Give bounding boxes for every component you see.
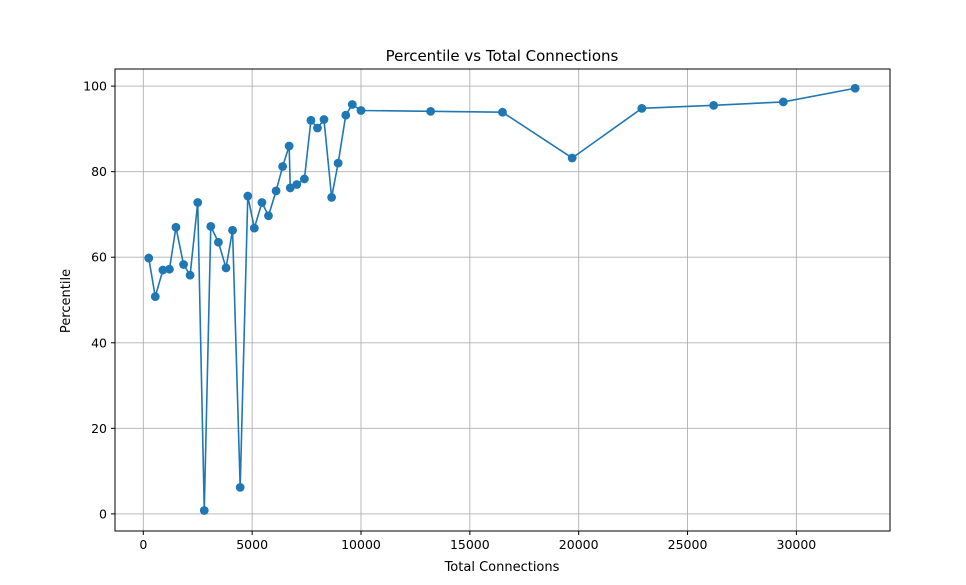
data-point — [850, 83, 860, 93]
plot-frame — [114, 68, 891, 532]
y-tick-label: 80 — [91, 164, 107, 179]
data-point — [284, 141, 294, 151]
data-point — [637, 103, 647, 113]
data-point — [206, 222, 216, 231]
x-tick-label: 30000 — [777, 537, 817, 552]
data-point — [150, 292, 160, 301]
data-point — [243, 191, 253, 201]
x-tick-label: 0 — [139, 537, 147, 552]
data-point — [306, 115, 316, 125]
y-tick-label: 100 — [83, 79, 107, 94]
x-tick-label: 10000 — [341, 537, 381, 552]
data-point — [333, 158, 343, 168]
data-point — [165, 264, 174, 274]
x-axis-ticks: 0 5000 10000 15000 20000 25000 30000 — [139, 531, 816, 552]
data-point — [228, 225, 237, 235]
data-point — [709, 100, 719, 110]
data-point — [235, 482, 245, 492]
data-point — [292, 180, 302, 189]
data-point — [158, 265, 168, 275]
data-point — [567, 153, 577, 163]
data-point — [185, 270, 195, 280]
data-point — [327, 192, 337, 202]
data-point — [356, 106, 366, 115]
y-axis-label: Percentile — [59, 269, 74, 333]
data-point — [144, 253, 154, 263]
data-point — [249, 223, 259, 233]
data-point — [221, 263, 231, 273]
data-point — [341, 110, 351, 120]
data-point — [214, 237, 223, 247]
data-point — [285, 183, 295, 193]
x-axis-label: Total Connections — [444, 560, 560, 575]
data-point — [179, 260, 188, 269]
data-point — [193, 198, 203, 207]
data-point — [171, 222, 181, 232]
x-tick-label: 20000 — [559, 537, 599, 552]
y-tick-label: 20 — [91, 421, 107, 436]
x-tick-label: 15000 — [450, 537, 490, 552]
y-tick-label: 40 — [91, 335, 107, 350]
data-points — [144, 83, 860, 515]
data-point — [498, 107, 507, 117]
y-tick-label: 60 — [91, 250, 107, 265]
x-tick-label: 25000 — [668, 537, 708, 552]
series-0-line — [147, 87, 856, 512]
data-point — [319, 115, 329, 124]
y-tick-label: 0 — [99, 506, 107, 521]
series-line — [147, 87, 856, 512]
data-point — [264, 211, 273, 221]
x-tick-label: 5000 — [236, 537, 268, 552]
data-point — [778, 97, 788, 107]
data-point — [257, 198, 267, 207]
data-point — [299, 174, 309, 184]
data-point — [426, 106, 436, 116]
data-point — [313, 123, 322, 133]
y-axis-ticks: 0 20 40 60 80 100 — [83, 79, 115, 521]
data-point — [278, 162, 288, 171]
data-point — [271, 186, 281, 196]
data-point — [347, 100, 357, 109]
data-point — [199, 506, 209, 515]
grid-lines — [115, 69, 890, 531]
chart-title: Percentile vs Total Connections — [386, 47, 619, 65]
